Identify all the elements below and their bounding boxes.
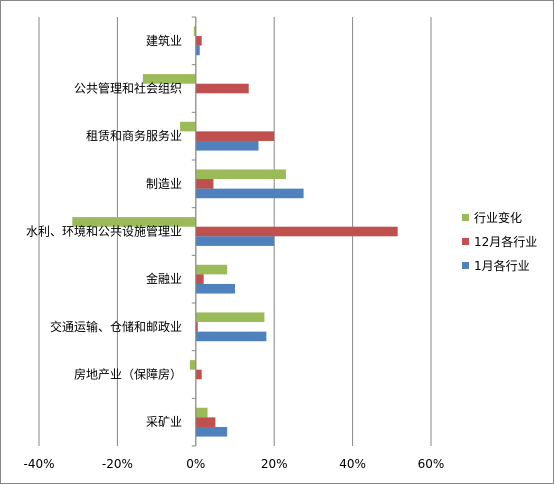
bar-1月各行业-水利、环境和公共设施管理业 bbox=[196, 236, 274, 246]
bar-12月各行业-租赁和商务服务业 bbox=[196, 131, 274, 141]
legend-swatch bbox=[462, 214, 469, 221]
x-tick-label: 20% bbox=[261, 457, 288, 471]
bar-12月各行业-制造业 bbox=[196, 179, 214, 189]
bar-1月各行业-采矿业 bbox=[196, 427, 227, 437]
bar-12月各行业-房地产业（保障房） bbox=[196, 370, 202, 380]
category-label: 租赁和商务服务业 bbox=[86, 128, 182, 143]
bar-行业变化-制造业 bbox=[196, 169, 286, 179]
category-label: 房地产业（保障房） bbox=[74, 367, 182, 382]
bar-12月各行业-金融业 bbox=[196, 274, 204, 284]
x-tick-label: 60% bbox=[418, 457, 445, 471]
legend-swatch bbox=[462, 238, 469, 245]
bar-行业变化-交通运输、仓储和邮政业 bbox=[196, 312, 265, 322]
bar-12月各行业-公共管理和社会组织 bbox=[196, 84, 249, 94]
bar-行业变化-房地产业（保障房） bbox=[190, 360, 196, 370]
legend-label: 行业变化 bbox=[474, 210, 522, 225]
category-label: 水利、环境和公共设施管理业 bbox=[26, 224, 182, 239]
legend-label: 12月各行业 bbox=[474, 234, 537, 249]
bar-1月各行业-建筑业 bbox=[196, 46, 200, 56]
bar-行业变化-采矿业 bbox=[196, 408, 208, 418]
category-label: 制造业 bbox=[146, 177, 182, 191]
bar-行业变化-金融业 bbox=[196, 265, 227, 275]
x-tick-label: 0% bbox=[186, 457, 205, 471]
bar-1月各行业-交通运输、仓储和邮政业 bbox=[196, 332, 267, 342]
bar-行业变化-租赁和商务服务业 bbox=[180, 122, 196, 132]
category-label: 公共管理和社会组织 bbox=[74, 81, 182, 96]
bar-1月各行业-制造业 bbox=[196, 189, 304, 199]
bar-12月各行业-采矿业 bbox=[196, 417, 216, 427]
category-label: 建筑业 bbox=[146, 33, 182, 48]
bar-1月各行业-金融业 bbox=[196, 284, 235, 294]
bar-1月各行业-租赁和商务服务业 bbox=[196, 141, 259, 151]
category-label: 采矿业 bbox=[146, 415, 182, 429]
bar-12月各行业-水利、环境和公共设施管理业 bbox=[196, 227, 398, 237]
x-tick-label: 40% bbox=[339, 457, 366, 471]
legend-swatch bbox=[462, 262, 469, 269]
category-label: 交通运输、仓储和邮政业 bbox=[50, 319, 182, 334]
x-tick-label: -40% bbox=[23, 457, 54, 471]
x-tick-label: -20% bbox=[102, 457, 133, 471]
category-label: 金融业 bbox=[146, 271, 182, 286]
bar-12月各行业-建筑业 bbox=[196, 36, 202, 46]
legend-label: 1月各行业 bbox=[474, 258, 530, 273]
